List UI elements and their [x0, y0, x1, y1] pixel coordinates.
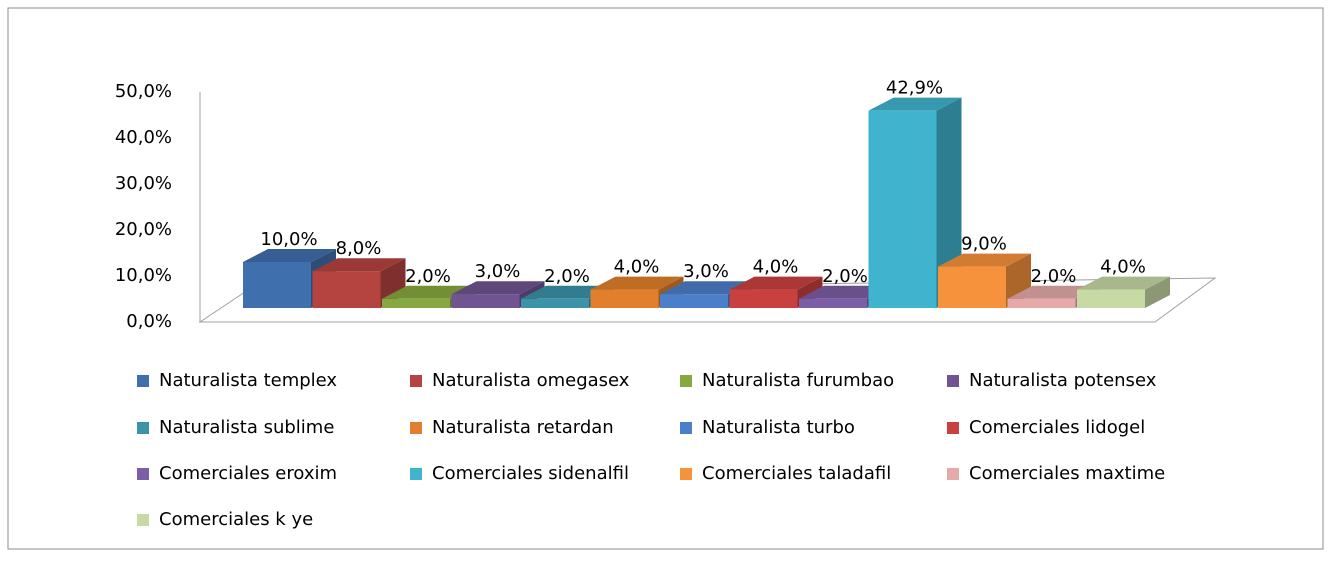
data-label: 8,0%: [336, 238, 382, 259]
data-label: 2,0%: [1031, 266, 1077, 287]
bar-side: [1145, 276, 1170, 308]
bar: [799, 298, 867, 308]
legend-label: Naturalista omegasex: [432, 370, 630, 391]
bar-top: [868, 97, 962, 111]
bar: [590, 289, 659, 308]
bar: [451, 294, 520, 308]
data-label: 10,0%: [260, 229, 317, 250]
legend-swatch: [137, 375, 149, 387]
bar-top: [312, 258, 406, 272]
legend-label: Naturalista sublime: [159, 417, 334, 438]
y-tick-label: 30,0%: [115, 173, 172, 194]
bar: [243, 262, 311, 308]
data-label: 42,9%: [886, 78, 943, 99]
data-label: 9,0%: [961, 234, 1007, 255]
bar: [1007, 298, 1076, 308]
bar-top: [1077, 276, 1170, 290]
legend-swatch: [680, 422, 692, 434]
bar: [382, 298, 450, 308]
y-tick-label: 20,0%: [115, 219, 172, 240]
legend-label: Naturalista templex: [159, 370, 337, 391]
legend-label: Naturalista furumbao: [702, 370, 894, 391]
legend-swatch: [680, 468, 692, 480]
legend-swatch: [137, 514, 149, 526]
data-label: 2,0%: [544, 266, 590, 287]
legend-swatch: [137, 468, 149, 480]
data-label: 4,0%: [614, 257, 660, 278]
y-tick-label: 10,0%: [115, 265, 172, 286]
bar-side: [936, 97, 962, 308]
bar: [729, 289, 798, 308]
legend-label: Comerciales taladafil: [702, 463, 891, 484]
legend-label: Naturalista retardan: [432, 417, 614, 438]
legend-label: Comerciales k ye: [159, 509, 313, 530]
legend-swatch: [947, 422, 959, 434]
bar: [312, 271, 381, 308]
legend-label: Naturalista turbo: [702, 417, 855, 438]
legend-swatch: [947, 375, 959, 387]
data-label: 3,0%: [683, 261, 729, 282]
legend-swatch: [410, 375, 422, 387]
data-label: 4,0%: [753, 257, 799, 278]
bar-top: [938, 253, 1031, 267]
data-label: 2,0%: [822, 266, 868, 287]
legend-label: Comerciales sidenalfil: [432, 463, 629, 484]
data-label: 4,0%: [1100, 257, 1146, 278]
legend-swatch: [410, 468, 422, 480]
bar: [938, 266, 1006, 308]
bar: [521, 298, 589, 308]
bar-top: [590, 276, 684, 290]
legend-label: Comerciales maxtime: [969, 463, 1165, 484]
bar: [660, 294, 728, 308]
legend-label: Comerciales lidogel: [969, 417, 1145, 438]
y-tick-label: 50,0%: [115, 81, 172, 102]
data-label: 2,0%: [405, 266, 451, 287]
bar-top: [729, 276, 823, 290]
bar-top: [243, 249, 336, 262]
legend-swatch: [680, 375, 692, 387]
legend-swatch: [410, 422, 422, 434]
data-label: 3,0%: [475, 261, 521, 282]
bar: [868, 110, 937, 308]
bar: [1077, 289, 1145, 308]
legend-label: Comerciales eroxim: [159, 463, 337, 484]
y-tick-label: 40,0%: [115, 127, 172, 148]
legend-label: Naturalista potensex: [969, 370, 1157, 391]
y-tick-label: 0,0%: [126, 311, 172, 332]
legend-swatch: [137, 422, 149, 434]
bar-top: [451, 281, 545, 295]
legend-swatch: [947, 468, 959, 480]
